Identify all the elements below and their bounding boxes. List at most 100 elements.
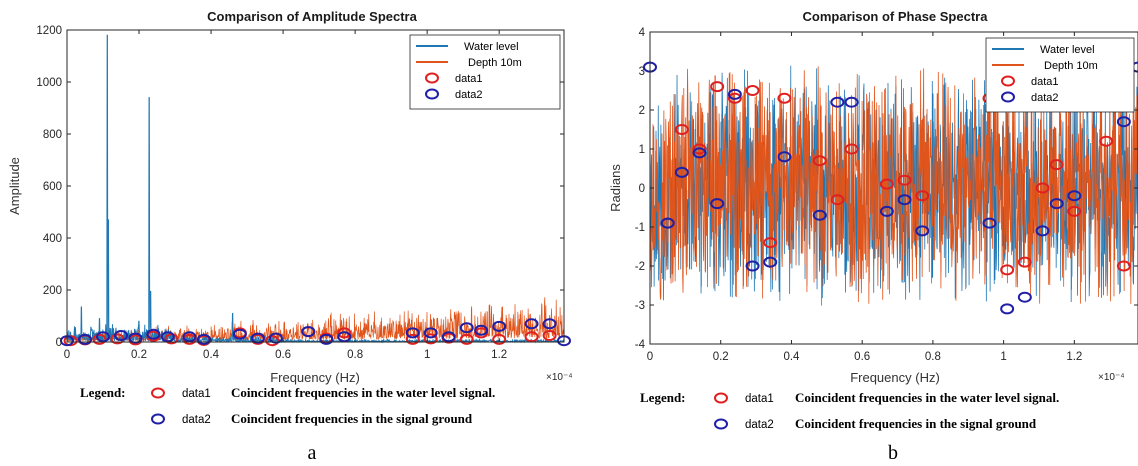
legend: Water level Depth 10m data1 data2 <box>409 34 561 110</box>
legend-marker-data2 <box>1001 91 1015 103</box>
data2-marker <box>423 327 438 339</box>
data1-marker <box>812 155 827 167</box>
x-tick-label: 0.6 <box>275 349 291 361</box>
data1-marker <box>423 333 438 345</box>
data1-marker <box>710 81 725 93</box>
data2-marker <box>982 217 997 229</box>
legend: Water level Depth 10m data1 data2 <box>985 37 1135 113</box>
x-tick-label: 0.2 <box>713 351 729 363</box>
legend-note-marker-data1 <box>714 392 728 404</box>
data1-marker <box>777 92 792 104</box>
panel-label-b: b <box>888 442 898 464</box>
x-tick-label: 0 <box>64 349 70 361</box>
data2-marker <box>1035 225 1050 237</box>
data2-marker <box>96 331 111 343</box>
data2-marker <box>727 88 742 100</box>
legend-note-marker-data2 <box>714 418 728 430</box>
data2-marker <box>114 330 129 341</box>
data2-marker <box>78 333 93 345</box>
data2-marker <box>812 209 827 221</box>
data2-marker <box>146 328 161 340</box>
data2-marker <box>660 217 675 229</box>
data2-marker <box>128 332 143 344</box>
data1-marker <box>727 92 742 104</box>
data1-marker <box>1017 256 1032 268</box>
data2-marker <box>763 256 778 268</box>
data1-marker <box>1067 205 1082 217</box>
data1-marker <box>745 85 760 96</box>
legend-note: Legend: data1 Coincident frequencies in … <box>80 385 495 426</box>
data2-marker <box>844 96 859 108</box>
legend-note-marker-data1 <box>151 387 165 399</box>
data1-marker <box>492 333 507 345</box>
y-tick-label: 400 <box>43 233 62 245</box>
legend-note-text-data2: Coincident frequencies in the signal gro… <box>231 411 473 426</box>
data1-marker <box>692 143 707 155</box>
data1-marker <box>1000 264 1015 276</box>
data2-marker <box>182 331 197 343</box>
x-exponent-label: ×10⁻⁴ <box>546 372 573 383</box>
data2-marker <box>441 331 456 343</box>
data2-marker <box>268 332 283 344</box>
data2-marker <box>1000 303 1015 315</box>
y-tick-label: 600 <box>43 181 62 193</box>
y-tick-label: 1 <box>639 144 645 156</box>
data1-marker <box>524 331 539 343</box>
plot-marks <box>643 61 1138 315</box>
data2-marker <box>542 318 557 330</box>
data2-marker <box>301 326 316 338</box>
legend-marker-data1 <box>425 72 439 84</box>
y-tick-label: 200 <box>43 285 62 297</box>
legend-note-marker-data2 <box>151 413 165 425</box>
legend-marker-data1 <box>1001 75 1015 87</box>
legend-item-depth: Depth 10m <box>1044 60 1098 72</box>
data2-marker <box>1116 116 1131 128</box>
data1-marker <box>265 335 280 347</box>
x-tick-label: 1 <box>1000 351 1006 363</box>
y-axis-label: Radians <box>608 164 623 212</box>
data2-marker <box>337 331 352 343</box>
data2-marker <box>777 151 792 163</box>
data2-marker <box>692 147 707 159</box>
data2-marker <box>1049 198 1064 210</box>
data1-marker <box>459 333 474 345</box>
data2-marker <box>674 166 689 178</box>
data2-marker <box>897 194 912 206</box>
legend-note: Legend: data1 Coincident frequencies in … <box>640 390 1059 431</box>
x-tick-label: 0.8 <box>347 349 363 361</box>
data2-marker <box>405 327 420 339</box>
data2-marker <box>524 318 539 330</box>
data2-marker <box>1067 190 1082 202</box>
chart-title: Comparison of Amplitude Spectra <box>207 9 417 24</box>
series-line-depth-10m <box>649 66 1138 306</box>
y-axis-label: Amplitude <box>7 157 22 215</box>
data1-marker <box>337 327 352 339</box>
legend-item-data2: data2 <box>455 89 483 101</box>
ticks: 0 0.2 0.4 0.6 0.8 1 1.2 0 200 400 600 800 1000 1200 <box>36 25 564 361</box>
phase-chart: Comparison of Phase Spectra 0 0.2 0.4 0.6 0.… <box>608 9 1138 464</box>
legend-box <box>985 37 1135 113</box>
y-tick-label: 0 <box>639 183 645 195</box>
x-tick-label: 0.4 <box>203 349 220 361</box>
ticks: 0 0.2 0.4 0.6 0.8 1 1.2 4 3 2 1 0 -1 -2 -3 -4 <box>635 27 1138 363</box>
legend-item-depth: Depth 10m <box>468 57 522 69</box>
data1-marker <box>542 330 557 341</box>
data2-marker <box>710 198 725 210</box>
x-tick-label: 0 <box>647 351 653 363</box>
legend-item-water-level: Water level <box>464 41 519 53</box>
data1-marker <box>405 333 420 345</box>
data2-marker <box>915 225 930 237</box>
data2-marker <box>879 205 894 217</box>
y-tick-label: 0 <box>56 337 62 349</box>
x-tick-label: 0.6 <box>854 351 870 363</box>
data1-marker <box>897 174 912 186</box>
legend-item-data1: data1 <box>1031 76 1059 88</box>
panel-label-a: a <box>308 442 317 464</box>
data2-marker <box>492 320 507 332</box>
y-tick-label: -4 <box>635 339 646 351</box>
data2-marker <box>319 333 334 345</box>
x-tick-label: 0.4 <box>783 351 800 363</box>
amplitude-chart: Comparison of Amplitude Spectra 0 0.2 0.4 0… <box>7 9 573 464</box>
legend-box <box>409 34 561 110</box>
